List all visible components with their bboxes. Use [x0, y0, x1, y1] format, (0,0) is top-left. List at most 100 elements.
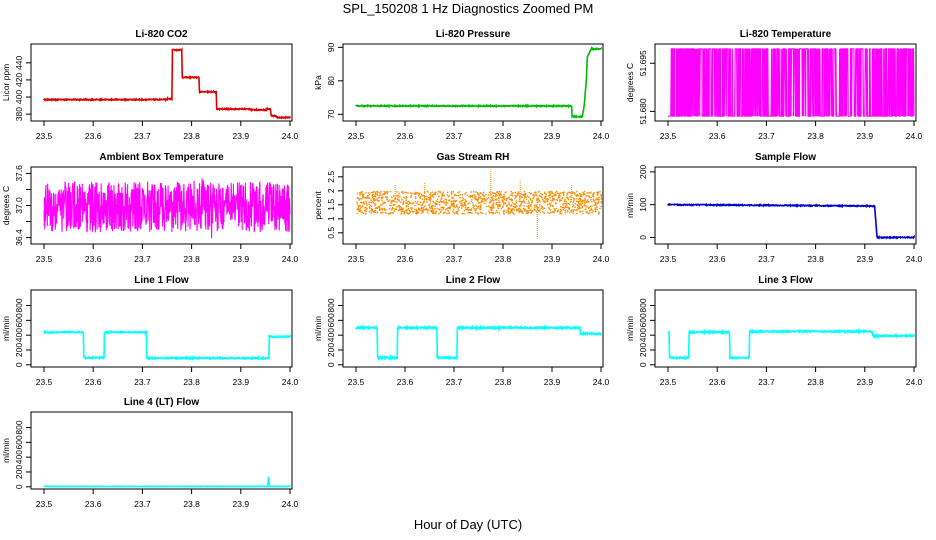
- data-point: [579, 210, 581, 212]
- y-tick-label: 0: [14, 362, 24, 367]
- data-point: [590, 197, 592, 199]
- data-point: [562, 193, 565, 195]
- data-point: [502, 199, 504, 201]
- data-point: [584, 208, 587, 210]
- data-point: [358, 204, 360, 207]
- data-point: [447, 191, 449, 193]
- data-point: [417, 209, 420, 211]
- data-point: [508, 196, 510, 199]
- data-point: [555, 208, 557, 210]
- data-point: [360, 198, 362, 200]
- data-point: [568, 203, 571, 205]
- y-tick-label: 800: [14, 420, 24, 434]
- y-tick-label: 600: [638, 313, 648, 327]
- data-point: [373, 199, 375, 202]
- data-point: [559, 211, 562, 213]
- data-point: [359, 201, 362, 204]
- data-point: [529, 198, 532, 201]
- y-tick-label: 600: [14, 313, 24, 327]
- data-point: [422, 201, 425, 203]
- data-point: [405, 206, 407, 208]
- data-point: [416, 210, 418, 212]
- data-point: [479, 205, 482, 207]
- data-point: [403, 211, 405, 214]
- data-point: [516, 192, 518, 195]
- x-tick-label: 23.6: [85, 499, 102, 509]
- data-point: [427, 190, 429, 193]
- data-point: [358, 208, 360, 210]
- data-point: [476, 193, 479, 195]
- data-point: [574, 206, 576, 208]
- data-point: [396, 201, 398, 203]
- data-point: [448, 195, 450, 197]
- data-point: [534, 204, 536, 206]
- data-point: [440, 197, 443, 199]
- data-point: [376, 211, 379, 213]
- data-point: [374, 192, 376, 195]
- data-point: [420, 195, 422, 198]
- data-point: [454, 195, 456, 197]
- data-point: [374, 209, 377, 212]
- data-point: [530, 212, 532, 214]
- data-point: [524, 202, 526, 204]
- data-point: [489, 207, 491, 209]
- x-tick-label: 23.8: [183, 131, 200, 141]
- x-tick-label: 24.0: [906, 377, 923, 387]
- data-point: [600, 195, 602, 198]
- data-point: [420, 204, 422, 206]
- data-point: [475, 212, 477, 214]
- data-point: [372, 196, 374, 198]
- data-point: [465, 192, 467, 194]
- data-point: [411, 202, 413, 205]
- data-point: [569, 212, 571, 214]
- data-point: [573, 209, 575, 211]
- data-point: [578, 198, 580, 201]
- chart-panel: Line 3 Flow ml/min 23.5 23.6 23.7 23.8 23.9 24.…: [625, 275, 923, 387]
- data-point: [453, 200, 455, 202]
- data-point: [492, 194, 495, 197]
- data-point: [574, 193, 576, 195]
- data-point: [547, 211, 549, 214]
- data-point: [464, 193, 466, 195]
- data-point: [418, 193, 420, 196]
- data-point: [578, 204, 580, 207]
- data-point: [565, 204, 568, 206]
- data-point: [514, 197, 516, 200]
- data-layer: [667, 202, 915, 240]
- data-point: [544, 191, 546, 194]
- data-point: [583, 193, 586, 195]
- data-point: [584, 198, 586, 200]
- y-tick-label: 200: [638, 343, 648, 357]
- data-point: [366, 195, 369, 197]
- data-point: [469, 212, 471, 214]
- data-point: [400, 213, 402, 215]
- data-point: [363, 203, 365, 205]
- data-point: [523, 210, 526, 212]
- data-point: [435, 203, 437, 205]
- data-point: [387, 200, 389, 202]
- data-layer: [668, 48, 915, 117]
- data-point: [541, 197, 543, 199]
- data-point: [517, 193, 520, 195]
- data-point: [366, 207, 368, 209]
- data-point: [509, 198, 511, 200]
- data-point: [518, 192, 520, 194]
- data-point: [519, 206, 521, 208]
- data-point: [517, 209, 519, 211]
- data-point: [358, 199, 360, 201]
- y-tick-label: 400: [14, 90, 24, 104]
- data-point: [427, 212, 429, 214]
- data-point: [362, 194, 364, 196]
- data-point: [357, 208, 359, 210]
- data-point: [434, 202, 436, 205]
- data-point: [436, 200, 439, 203]
- data-point: [473, 191, 475, 193]
- data-point: [515, 202, 517, 204]
- data-point: [363, 197, 366, 199]
- data-point: [445, 204, 447, 206]
- x-tick-label: 23.6: [709, 377, 726, 387]
- x-tick-label: 23.9: [233, 254, 250, 264]
- data-point: [445, 203, 447, 205]
- data-point: [478, 208, 481, 210]
- data-point: [529, 193, 532, 195]
